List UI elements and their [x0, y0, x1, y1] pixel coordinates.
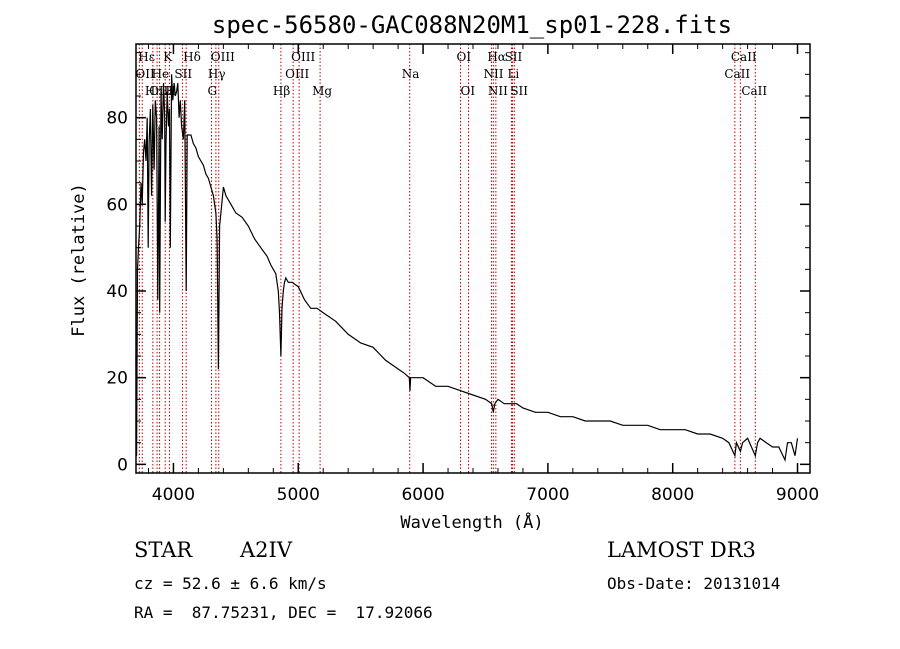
line-label-7: SII [505, 50, 523, 64]
y-axis-ticks: 0 20 40 60 80 [106, 52, 810, 475]
line-label-5: OI [457, 50, 472, 64]
line-label-15: NII [483, 67, 503, 81]
x-tick-label-7000: 7000 [526, 485, 569, 505]
line-label-8: CaII [731, 50, 757, 64]
x-tick-label-9000: 9000 [776, 485, 819, 505]
survey-name: LAMOST DR3 [607, 538, 756, 562]
plot-frame [135, 43, 811, 474]
line-label-26: SII [510, 84, 528, 98]
x-tick-label-8000: 8000 [651, 485, 694, 505]
line-label-20: H [165, 84, 175, 98]
coordinates: RA = 87.75231, DEC = 17.92066 [134, 603, 433, 622]
x-tick-label-4000: 4000 [152, 485, 195, 505]
line-label-23: Mg [312, 84, 332, 98]
x-tick-label-6000: 6000 [401, 485, 444, 505]
x-axis-label: Wavelength (Å) [400, 511, 543, 533]
line-label-17: CaII [724, 67, 750, 81]
line-label-1: K [163, 50, 173, 64]
line-label-9: OII [135, 67, 155, 81]
line-label-21: G [208, 84, 218, 98]
y-tick-label-40: 40 [106, 282, 128, 302]
spectral-class: A2IV [240, 538, 292, 562]
line-label-13: OIII [285, 67, 309, 81]
line-label-2: Hδ [183, 50, 201, 64]
line-label-11: SII [174, 67, 192, 81]
line-label-14: Na [402, 67, 420, 81]
line-label-4: OIII [291, 50, 315, 64]
line-label-25: NII [488, 84, 508, 98]
observation-date: Obs-Date: 20131014 [607, 574, 781, 593]
y-tick-label-20: 20 [106, 369, 128, 389]
x-tick-label-5000: 5000 [277, 485, 320, 505]
flux-series-line [135, 74, 799, 463]
line-label-6: Hα [487, 50, 506, 64]
line-label-0: Hε [138, 50, 155, 64]
line-label-10: He [152, 67, 170, 81]
line-label-12: Hγ [208, 67, 226, 81]
object-type: STAR [134, 538, 193, 562]
line-label-16: Li [507, 67, 519, 81]
line-label-24: OI [461, 84, 476, 98]
x-axis-ticks: 4000 5000 6000 7000 8000 9000 [147, 44, 819, 505]
redshift-value: cz = 52.6 ± 6.6 km/s [134, 574, 327, 593]
line-markers [138, 44, 756, 473]
line-label-19: Hη [145, 84, 163, 98]
line-label-3: OIII [211, 50, 235, 64]
y-tick-label-80: 80 [106, 109, 128, 129]
y-axis-label: Flux (relative) [69, 183, 89, 337]
chart-title: spec-56580-GAC088N20M1_sp01-228.fits [212, 11, 732, 39]
line-label-22: Hβ [273, 84, 290, 98]
line-label-27: CaII [741, 84, 767, 98]
y-tick-label-60: 60 [106, 195, 128, 215]
y-tick-label-0: 0 [117, 455, 128, 475]
